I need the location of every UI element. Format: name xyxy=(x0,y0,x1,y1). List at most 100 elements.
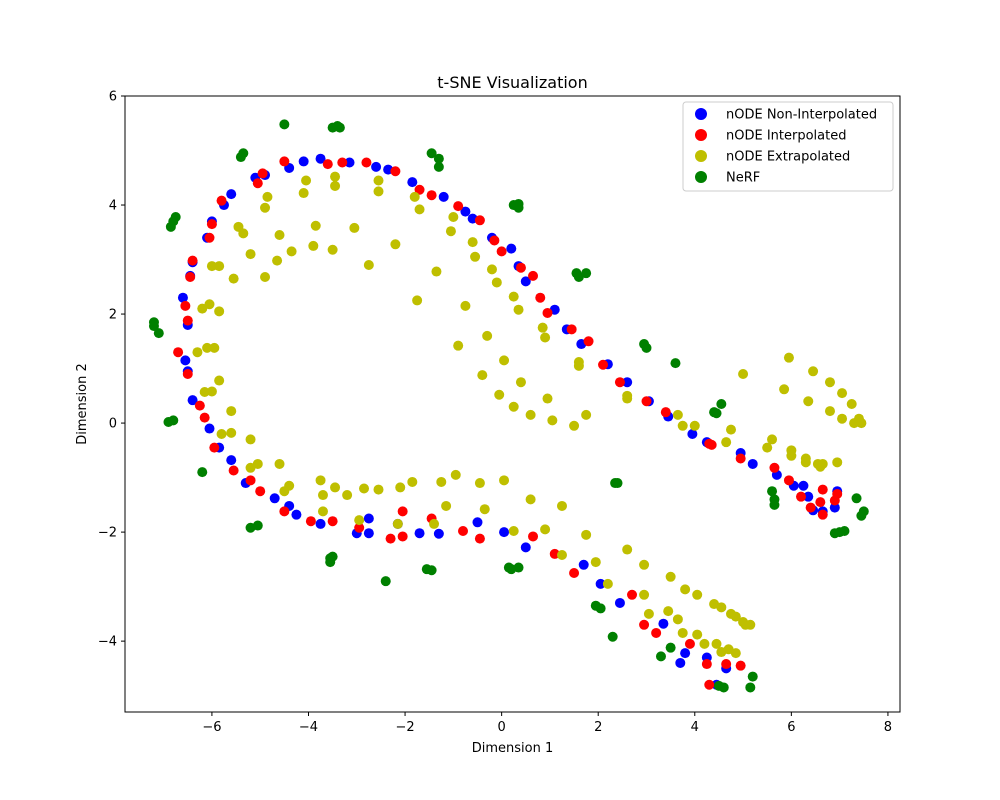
series-2-point-24 xyxy=(272,255,283,266)
series-2-point-49 xyxy=(390,239,401,250)
series-2-point-8 xyxy=(214,261,225,272)
series-2-point-101 xyxy=(639,589,650,600)
series-3-point-50 xyxy=(745,682,756,693)
series-0-point-55 xyxy=(363,513,374,524)
series-3-point-4 xyxy=(168,415,179,426)
series-2-point-124 xyxy=(738,369,749,380)
series-2-point-18 xyxy=(245,434,256,445)
series-0-point-20 xyxy=(438,191,449,202)
series-2-point-45 xyxy=(363,259,374,270)
series-2-point-95 xyxy=(590,557,601,568)
series-2-point-69 xyxy=(482,330,493,341)
series-1-point-50 xyxy=(279,506,290,517)
x-tick-label-0: −6 xyxy=(202,720,221,735)
series-1-point-19 xyxy=(426,190,437,201)
series-2-point-142 xyxy=(824,377,835,388)
series-0-point-61 xyxy=(499,527,510,538)
series-1-point-63 xyxy=(627,589,638,600)
chart-title: t-SNE Visualization xyxy=(437,73,587,92)
series-2-point-72 xyxy=(491,277,502,288)
series-1-point-69 xyxy=(721,659,732,670)
x-tick-label-3: 0 xyxy=(497,720,505,735)
series-2-point-131 xyxy=(783,352,794,363)
series-2-point-7 xyxy=(206,261,217,272)
series-2-point-61 xyxy=(445,226,456,237)
series-1-point-29 xyxy=(583,336,594,347)
legend-label-3: NeRF xyxy=(726,171,760,186)
series-2-point-90 xyxy=(569,420,580,431)
series-3-point-41 xyxy=(641,342,652,353)
series-0-point-14 xyxy=(298,156,309,167)
series-1-point-36 xyxy=(735,453,746,464)
series-2-point-107 xyxy=(677,420,688,431)
series-1-point-45 xyxy=(832,488,843,499)
series-0-point-37 xyxy=(747,458,758,469)
series-2-point-44 xyxy=(359,483,370,494)
series-2-point-80 xyxy=(515,377,526,388)
series-2-point-37 xyxy=(330,171,341,182)
series-2-point-71 xyxy=(486,264,497,275)
series-2-point-121 xyxy=(726,424,736,435)
series-1-point-67 xyxy=(701,659,712,670)
series-0-point-60 xyxy=(472,517,483,528)
series-1-point-46 xyxy=(209,442,220,453)
series-2-point-111 xyxy=(692,629,703,640)
series-2-point-128 xyxy=(762,442,773,453)
series-2-point-36 xyxy=(317,506,328,517)
series-2-point-13 xyxy=(226,427,237,438)
series-3-point-34 xyxy=(581,268,592,279)
series-2-point-40 xyxy=(330,482,341,493)
series-3-point-25 xyxy=(433,161,444,172)
series-0-point-56 xyxy=(363,528,374,539)
series-2-point-75 xyxy=(499,475,510,486)
series-3-point-36 xyxy=(595,603,606,614)
y-tick-label-5: 6 xyxy=(109,90,117,105)
series-3-point-54 xyxy=(769,499,780,510)
series-2-point-2 xyxy=(202,342,213,353)
series-2-point-144 xyxy=(837,388,848,399)
series-2-point-112 xyxy=(692,589,703,600)
series-2-point-62 xyxy=(453,340,464,351)
series-2-point-21 xyxy=(262,191,273,202)
series-2-point-39 xyxy=(327,244,338,255)
series-2-point-127 xyxy=(745,619,756,630)
series-3-point-60 xyxy=(858,506,869,517)
series-0-point-68 xyxy=(680,648,691,659)
series-2-point-104 xyxy=(665,571,676,582)
series-2-point-64 xyxy=(460,300,471,311)
series-2-point-67 xyxy=(474,478,485,489)
series-1-point-23 xyxy=(496,246,507,257)
series-1-point-2 xyxy=(182,315,193,326)
series-2-point-94 xyxy=(581,529,592,540)
series-2-point-31 xyxy=(298,188,309,199)
series-1-point-62 xyxy=(569,567,580,578)
series-1-point-70 xyxy=(735,660,746,671)
series-1-point-54 xyxy=(385,533,396,544)
series-3-point-20 xyxy=(380,576,391,587)
series-2-point-133 xyxy=(786,450,797,461)
series-1-point-27 xyxy=(542,307,553,318)
y-tick-label-4: 4 xyxy=(109,199,117,214)
series-3-point-49 xyxy=(718,682,729,693)
x-axis-ticks: −6 −4 −2 0 2 4 6 8 xyxy=(202,712,892,735)
series-2-point-79 xyxy=(513,304,524,315)
series-2-point-93 xyxy=(581,409,592,420)
series-1-point-39 xyxy=(796,491,807,502)
series-2-point-17 xyxy=(245,249,256,260)
series-0-point-21 xyxy=(460,206,471,217)
series-0-point-50 xyxy=(269,493,280,504)
series-3-point-42 xyxy=(655,651,666,662)
series-0-point-48 xyxy=(226,455,237,466)
series-1-point-66 xyxy=(684,638,695,649)
series-2-point-60 xyxy=(448,212,459,223)
series-2-point-59 xyxy=(441,500,452,511)
series-1-point-20 xyxy=(453,201,464,212)
legend-marker-3 xyxy=(695,171,707,183)
series-2-point-115 xyxy=(711,638,722,649)
legend-marker-1 xyxy=(695,129,707,141)
series-1-point-47 xyxy=(228,465,239,476)
series-2-point-10 xyxy=(214,375,225,386)
x-tick-label-6: 6 xyxy=(787,720,795,735)
series-3-point-43 xyxy=(665,642,676,653)
